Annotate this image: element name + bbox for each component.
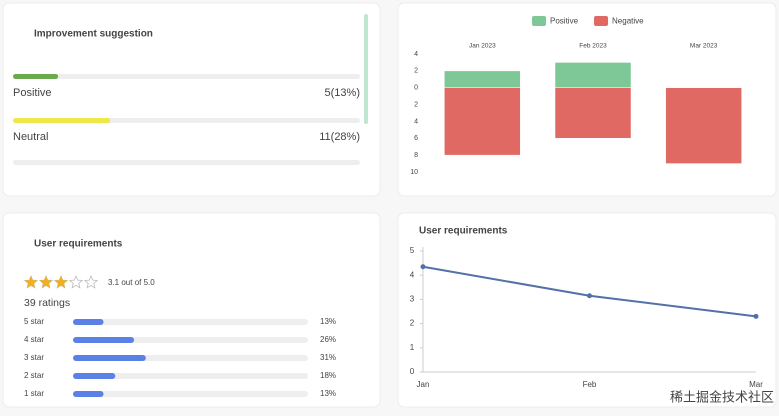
track: [13, 160, 360, 165]
star: [69, 280, 71, 281]
progress-bar: [73, 337, 135, 343]
point: [753, 313, 759, 319]
bar: [444, 87, 521, 156]
progress-bar: [13, 118, 111, 123]
bar: [665, 87, 742, 164]
progress-bar: [73, 373, 116, 379]
y-tick-label: 6: [414, 135, 418, 142]
y-tick-label: 3: [410, 295, 415, 304]
progress-track: [73, 391, 308, 397]
x-tick-label: Mar: [749, 380, 763, 389]
x-tick-label: Feb: [583, 380, 597, 389]
legend-label: Positive: [550, 17, 579, 26]
y-tick-label: 4: [414, 51, 418, 58]
progress-track: [73, 373, 308, 379]
legend-swatch: [594, 16, 609, 26]
x-tick-label: Mar 2023: [690, 43, 718, 50]
y-tick-label: 8: [414, 152, 418, 159]
legend-label: Negative: [612, 17, 644, 26]
card-title: Improvement suggestion: [34, 29, 153, 40]
progress-track: [13, 74, 360, 79]
row-percent: 26%: [320, 335, 336, 344]
point: [587, 293, 592, 299]
y-tick-label: 5: [410, 246, 415, 255]
y-tick-label: 10: [410, 169, 418, 176]
progress-track: [73, 319, 308, 325]
progress-bar: [13, 74, 59, 79]
star-outline: [68, 274, 84, 289]
y-tick-label: 0: [410, 367, 415, 376]
x-tick-label: Feb 2023: [579, 43, 607, 50]
item-label: Positive: [13, 87, 52, 99]
star: [24, 276, 38, 288]
row-label: 2 star: [24, 371, 44, 380]
row-label: 4 star: [24, 335, 44, 344]
scrollbar[interactable]: [364, 14, 368, 124]
y-tick-label: 4: [414, 118, 418, 125]
progress-bar: [73, 319, 104, 325]
ratings-count: 39 ratings: [24, 297, 70, 309]
item-count: 5(13%): [325, 87, 360, 99]
point: [420, 264, 426, 270]
y-tick-label: 0: [414, 85, 418, 92]
bar: [554, 87, 632, 139]
item-label: Neutral: [13, 131, 48, 143]
star: [39, 276, 53, 288]
row-label: 1 star: [24, 389, 44, 398]
card-title: User requirements: [34, 239, 123, 250]
row-label: 3 star: [24, 353, 44, 362]
star-outline: [83, 274, 99, 289]
y-tick-label: 2: [410, 319, 415, 328]
row-percent: 18%: [320, 371, 336, 380]
progress-bar: [73, 391, 104, 397]
row-percent: 13%: [320, 389, 336, 398]
card: [397, 212, 777, 408]
star: [54, 276, 68, 288]
card: [2, 2, 381, 197]
y-tick-label: 2: [414, 101, 418, 108]
item-count: 11(28%): [319, 131, 360, 143]
x-tick-label: Jan 2023: [469, 43, 496, 50]
y-tick-label: 1: [410, 343, 415, 352]
bar: [554, 62, 632, 88]
card-title: User requirements: [419, 226, 508, 237]
x-tick-label: Jan: [417, 380, 430, 389]
watermark: 稀土掘金技术社区: [670, 389, 774, 404]
progress-bar: [73, 355, 146, 361]
legend-swatch: [532, 16, 546, 26]
y-tick-label: 4: [410, 270, 415, 279]
rating-label: 3.1 out of 5.0: [108, 278, 155, 287]
row-percent: 13%: [320, 317, 336, 326]
y-tick-label: 2: [414, 68, 418, 75]
bar: [444, 70, 521, 88]
row-percent: 31%: [320, 353, 336, 362]
row-label: 5 star: [24, 317, 44, 326]
